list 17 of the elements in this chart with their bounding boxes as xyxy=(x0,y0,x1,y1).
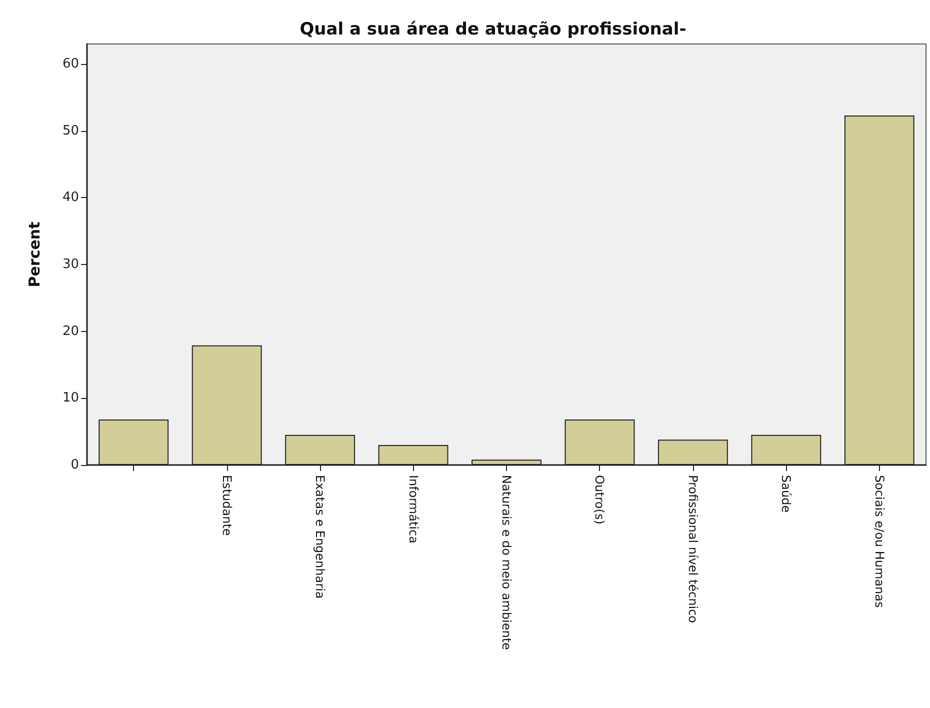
y-axis-title: Percent xyxy=(26,222,44,288)
x-tick-label: Sociais e/ou Humanas xyxy=(872,475,886,608)
x-tick-label: Profissional nível técnico xyxy=(686,475,700,624)
x-tick-label: Outro(s) xyxy=(592,475,607,524)
y-tick-label: 0 xyxy=(70,458,79,472)
x-tick-label: Exatas e Engenharia xyxy=(313,475,328,599)
y-tick-label: 20 xyxy=(62,324,79,339)
x-tick-label: Naturais e do meio ambiente xyxy=(500,475,514,650)
chart-title: Qual a sua área de atuação profissional- xyxy=(300,20,686,40)
x-tick-label: Saúde xyxy=(779,475,794,513)
y-tick-label: 40 xyxy=(62,190,79,206)
y-tick-label: 10 xyxy=(62,390,79,406)
x-tick-label: Estudante xyxy=(220,475,234,536)
y-tick-label: 60 xyxy=(62,56,79,72)
y-tick-label: 30 xyxy=(62,257,79,272)
x-tick-label: Informática xyxy=(406,475,420,544)
y-tick-label: 50 xyxy=(62,123,79,138)
